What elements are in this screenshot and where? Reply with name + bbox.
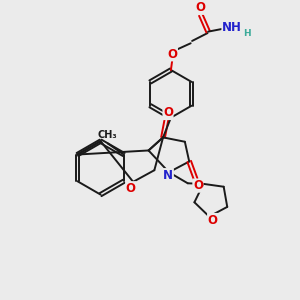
Text: O: O [208,214,218,226]
Text: O: O [193,179,203,192]
Text: O: O [163,106,173,119]
Text: O: O [195,1,205,14]
Text: O: O [126,182,136,195]
Text: O: O [167,48,177,61]
Text: CH₃: CH₃ [98,130,117,140]
Text: N: N [163,169,173,182]
Text: NH: NH [222,21,242,34]
Text: H: H [244,29,251,38]
